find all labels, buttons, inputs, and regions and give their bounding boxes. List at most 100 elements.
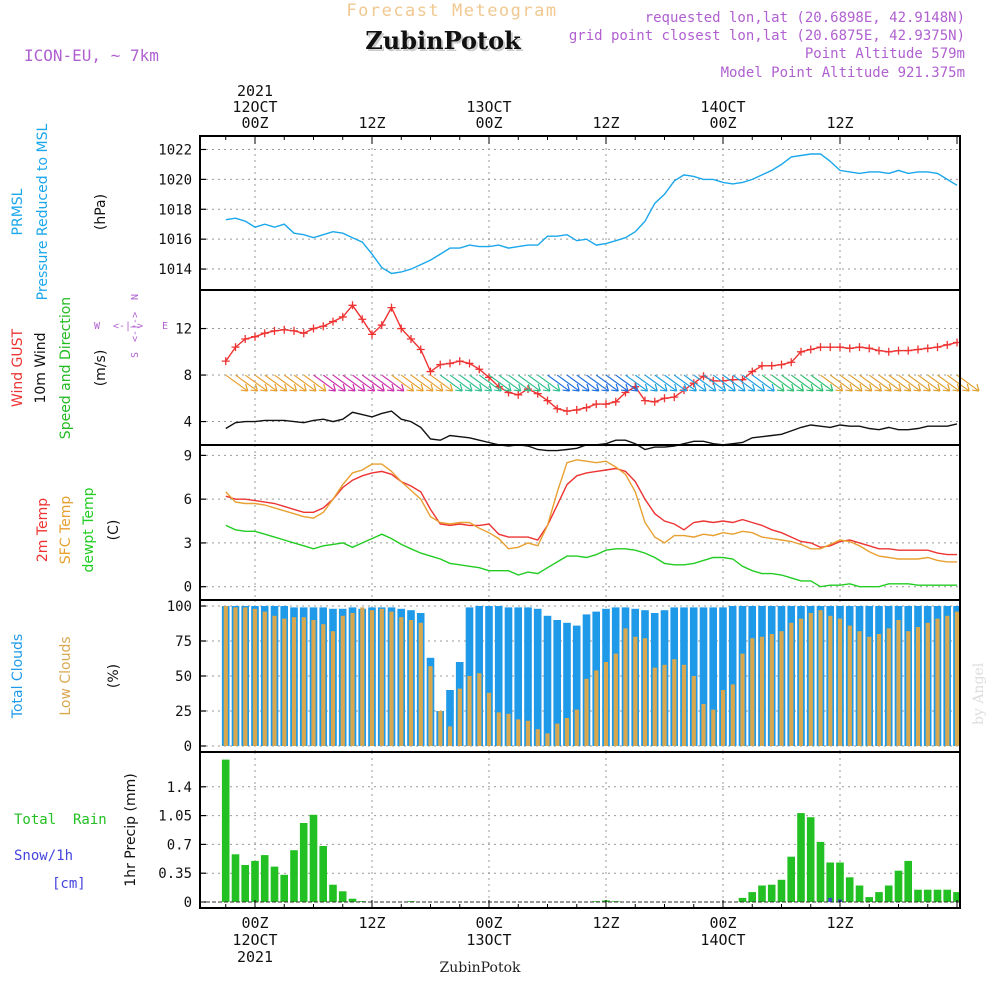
panel-pressure: 1014 1016 1018 1020 1022 [158, 135, 961, 291]
total-cloud-bar [494, 606, 503, 746]
gust-marker [845, 344, 854, 353]
requested-coords: requested lon,lat (20.6898E, 42.9148N) [645, 10, 965, 26]
total-cloud-bar [709, 607, 717, 746]
panel-clouds: 0 25 50 75 100 [167, 599, 961, 755]
low-clouds-label: Low Clouds [58, 636, 74, 715]
total-cloud-bar [728, 606, 737, 746]
wind-direction-arrow [751, 374, 775, 392]
temp-axis-labels: 2m Temp SFC Temp dewpt Temp (C) [35, 487, 122, 572]
pressure-unit: (hPa) [93, 194, 109, 230]
bottom-time-label: 12Z [592, 914, 619, 932]
sfc-label: SFC Temp [58, 496, 74, 565]
rain-bar [855, 885, 864, 902]
wind-direction-arrow [556, 374, 580, 392]
wind-direction-arrow [439, 374, 463, 392]
series-line-2m-temp [225, 467, 957, 556]
low-cloud-bar [642, 638, 648, 746]
bottom-time-label: 14OCT [700, 931, 745, 949]
total-cloud-bar [543, 615, 552, 746]
series-line-wind-gust [225, 304, 958, 412]
gust-marker [416, 345, 425, 354]
rain-bar [299, 823, 308, 902]
low-cloud-bar [496, 712, 501, 746]
low-cloud-bar [954, 611, 960, 746]
wind-direction-arrow [683, 374, 707, 392]
gust-marker [602, 400, 610, 409]
low-cloud-bar [789, 622, 794, 746]
series-line-dewpt-temp [225, 524, 957, 588]
temp-unit: (C) [106, 520, 122, 541]
pressure-label-2: Pressure Reduced to MSL [35, 123, 51, 300]
ytick-label: 0 [184, 580, 192, 596]
gust-label: Wind GUST [10, 328, 26, 407]
wind-direction-arrow [898, 374, 922, 392]
low-cloud-bar [418, 622, 423, 746]
low-cloud-bar [369, 610, 375, 746]
bottom-time-label: 00Z [709, 914, 736, 932]
gust-marker [270, 326, 279, 335]
wind-unit: (m/s) [93, 350, 109, 387]
gust-marker [670, 393, 679, 402]
low-cloud-bar [467, 676, 472, 746]
low-cloud-bar [272, 615, 277, 746]
gust-marker [660, 394, 669, 403]
low-cloud-bar [711, 709, 716, 746]
low-cloud-bar [896, 620, 901, 746]
rain-bar [767, 884, 776, 902]
wind-direction-arrow [664, 374, 688, 392]
gust-marker [884, 347, 893, 356]
low-cloud-bar [652, 667, 657, 746]
gust-marker [426, 367, 435, 376]
gust-marker [904, 346, 913, 355]
rain-bar [270, 866, 279, 902]
wind-direction-arrow [566, 374, 590, 392]
wind-direction-arrow [859, 374, 883, 392]
wind-direction-arrow [244, 374, 268, 392]
gust-marker [767, 361, 776, 370]
low-cloud-bar [330, 631, 336, 746]
wind-direction-arrow [517, 374, 541, 392]
total-cloud-bar [524, 607, 532, 746]
low-cloud-bar [837, 618, 843, 746]
plot-layer: 1014101610181020102248120369025507510000… [158, 82, 980, 966]
wind-direction-arrow [283, 374, 307, 392]
low-cloud-bar [603, 662, 609, 746]
low-cloud-bar [252, 608, 258, 746]
ytick-label: 12 [175, 322, 192, 338]
rain-bar [319, 846, 327, 902]
low-cloud-bar [935, 618, 940, 746]
compass-s: S [130, 352, 141, 358]
wind-direction-arrow [342, 374, 366, 392]
rain-bar [251, 860, 259, 902]
low-cloud-bar [535, 729, 540, 746]
panel-frame [199, 751, 961, 909]
wind-direction-arrow [488, 374, 512, 392]
wind-direction-arrow [264, 374, 288, 392]
rain-bar [777, 879, 786, 902]
gust-marker [280, 325, 289, 334]
total-cloud-bar [485, 606, 493, 746]
wind-direction-arrow [508, 374, 532, 392]
bottom-time-label: 00Z [241, 914, 268, 932]
location-title-front: ZubinPotok [365, 26, 522, 55]
low-cloud-bar [350, 613, 355, 746]
wind-direction-arrow [917, 374, 941, 392]
low-cloud-bar [340, 615, 345, 746]
wind-compass: N W <-|-> E <-|-> S [94, 294, 168, 358]
wind-direction-arrow [703, 374, 727, 392]
gust-marker [241, 335, 250, 344]
wind-direction-arrow [371, 374, 395, 392]
compass-arrow-h: <-|-> [113, 321, 143, 332]
wind-direction-arrow [693, 374, 717, 392]
low-cloud-bar [516, 719, 521, 746]
gust-marker [514, 390, 523, 399]
wind-direction-arrow [478, 374, 502, 392]
gust-marker [231, 343, 240, 352]
wind-direction-arrow [849, 374, 873, 392]
wind-direction-arrow [537, 374, 561, 392]
wind-direction-arrow [673, 374, 697, 392]
wind-direction-arrow [615, 374, 639, 392]
gust-marker [855, 343, 864, 352]
total-cloud-bar [514, 607, 522, 746]
